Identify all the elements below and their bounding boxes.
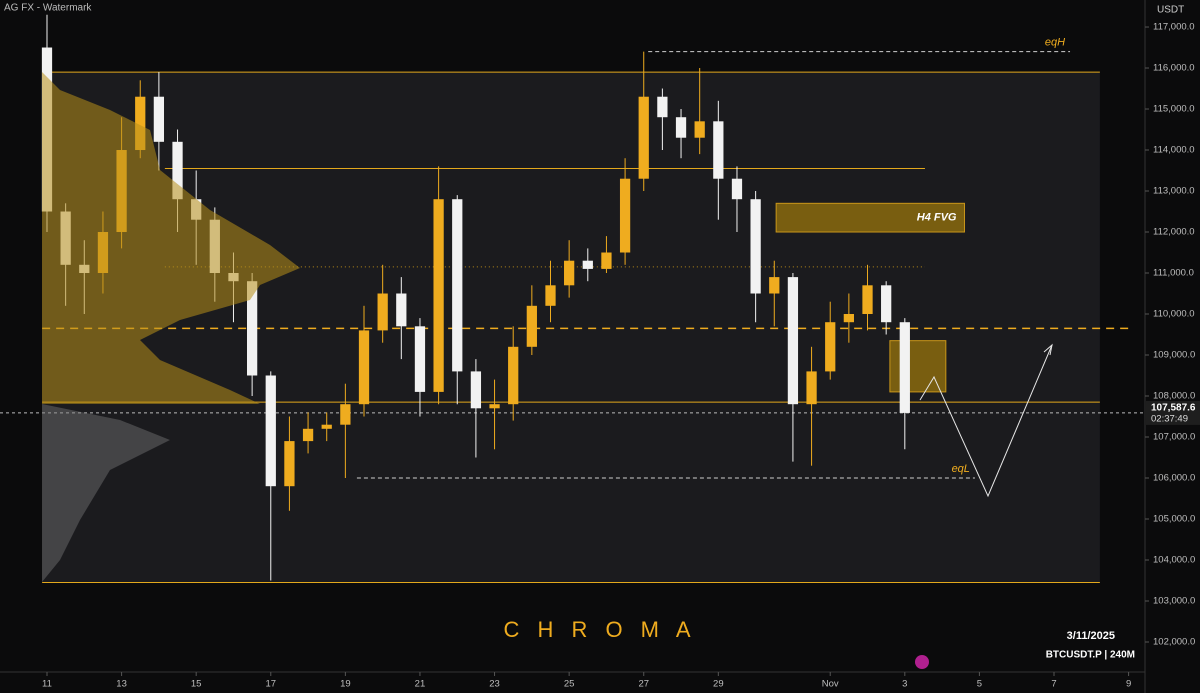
x-tick-label: Nov	[822, 679, 839, 690]
y-tick-label: 112,000.0	[1153, 227, 1195, 238]
watermark: AG FX - Watermark	[4, 3, 92, 14]
candle-body	[246, 281, 258, 376]
x-tick-label: 21	[415, 679, 426, 690]
candle-body	[601, 252, 612, 269]
candle-body	[787, 277, 799, 405]
candle-body	[694, 121, 705, 138]
candle-body	[638, 96, 649, 179]
candle-body	[414, 326, 426, 392]
y-tick-label: 104,000.0	[1153, 555, 1195, 566]
candle-body	[899, 322, 910, 413]
price-tag-value: 107,587.6	[1151, 403, 1196, 414]
x-tick-label: 19	[340, 679, 351, 690]
symbol-label: BTCUSDT.P | 240M	[1046, 650, 1135, 661]
y-tick-label: 117,000.0	[1153, 22, 1195, 33]
y-tick-label: 105,000.0	[1153, 514, 1195, 525]
y-tick-label: 107,000.0	[1153, 432, 1195, 443]
candle-body	[545, 285, 556, 306]
x-tick-label: 7	[1051, 679, 1056, 690]
y-tick-label: 116,000.0	[1153, 63, 1195, 74]
x-tick-label: 23	[489, 679, 500, 690]
x-tick-label: 17	[265, 679, 276, 690]
alert-icon[interactable]	[915, 655, 929, 669]
candle-body	[619, 178, 631, 253]
candle-body	[564, 260, 575, 286]
projection-arrow	[1043, 343, 1053, 356]
candle-body	[825, 322, 836, 372]
y-tick-label: 108,000.0	[1153, 391, 1195, 402]
y-tick-label: 102,000.0	[1153, 637, 1195, 648]
candle-body	[489, 404, 500, 409]
candle-body	[582, 260, 593, 269]
candle-body	[731, 178, 743, 200]
plot: eqH eqL	[0, 14, 1145, 584]
candle-body	[433, 199, 444, 392]
candle-body	[172, 141, 183, 200]
y-tick-label: 106,000.0	[1153, 473, 1195, 484]
y-unit: USDT	[1157, 5, 1184, 16]
candle-body	[508, 346, 519, 405]
y-tick-label: 115,000.0	[1153, 104, 1195, 115]
projection-path	[919, 344, 1053, 498]
x-tick-label: 15	[191, 679, 202, 690]
candle-body	[321, 424, 332, 429]
candle-body	[470, 371, 482, 409]
candle-body	[675, 117, 687, 138]
level-label: eqL	[952, 463, 970, 475]
candle-body	[135, 96, 146, 151]
candle-body	[265, 375, 276, 487]
candle-body	[843, 314, 854, 323]
candle-body	[657, 96, 668, 118]
candle-body	[377, 293, 388, 331]
zone	[775, 202, 965, 233]
y-tick-label: 114,000.0	[1153, 145, 1195, 156]
candle-body	[713, 121, 724, 179]
zone-label: H4 FVG	[917, 212, 957, 224]
range-box	[42, 72, 1100, 583]
y-tick-label: 111,000.0	[1153, 268, 1194, 279]
candle-body	[358, 330, 370, 405]
candle-body	[340, 404, 351, 425]
candle-body	[750, 199, 761, 294]
candle-body	[526, 305, 537, 347]
y-tick-label: 113,000.0	[1153, 186, 1195, 197]
price-tag-countdown: 02:37:49	[1151, 413, 1188, 424]
x-tick-label: 11	[42, 679, 52, 690]
candle-body	[284, 441, 295, 487]
x-tick-label: 9	[1126, 679, 1131, 690]
candle-body	[862, 285, 873, 315]
candle-body	[806, 371, 817, 405]
volume-profile	[42, 72, 300, 404]
y-tick-label: 109,000.0	[1153, 350, 1195, 361]
candle-body	[881, 285, 892, 323]
x-tick-label: 25	[564, 679, 575, 690]
volume-profile-low	[42, 404, 170, 582]
brand: C H R O M A	[503, 617, 696, 642]
level-label: eqH	[1045, 37, 1065, 49]
candle-body	[452, 199, 463, 372]
x-tick-label: 5	[977, 679, 982, 690]
y-tick-label: 110,000.0	[1153, 309, 1195, 320]
candle-body	[302, 428, 314, 442]
candle-body	[153, 96, 165, 142]
candle-body	[769, 277, 780, 294]
price-tag	[1145, 400, 1200, 425]
x-tick-label: 29	[713, 679, 724, 690]
x-tick-label: 27	[638, 679, 649, 690]
x-tick-label: 3	[902, 679, 907, 690]
y-tick-label: 103,000.0	[1153, 596, 1195, 607]
date-label: 3/11/2025	[1067, 630, 1115, 642]
x-tick-label: 13	[116, 679, 127, 690]
candle-body	[396, 293, 407, 327]
